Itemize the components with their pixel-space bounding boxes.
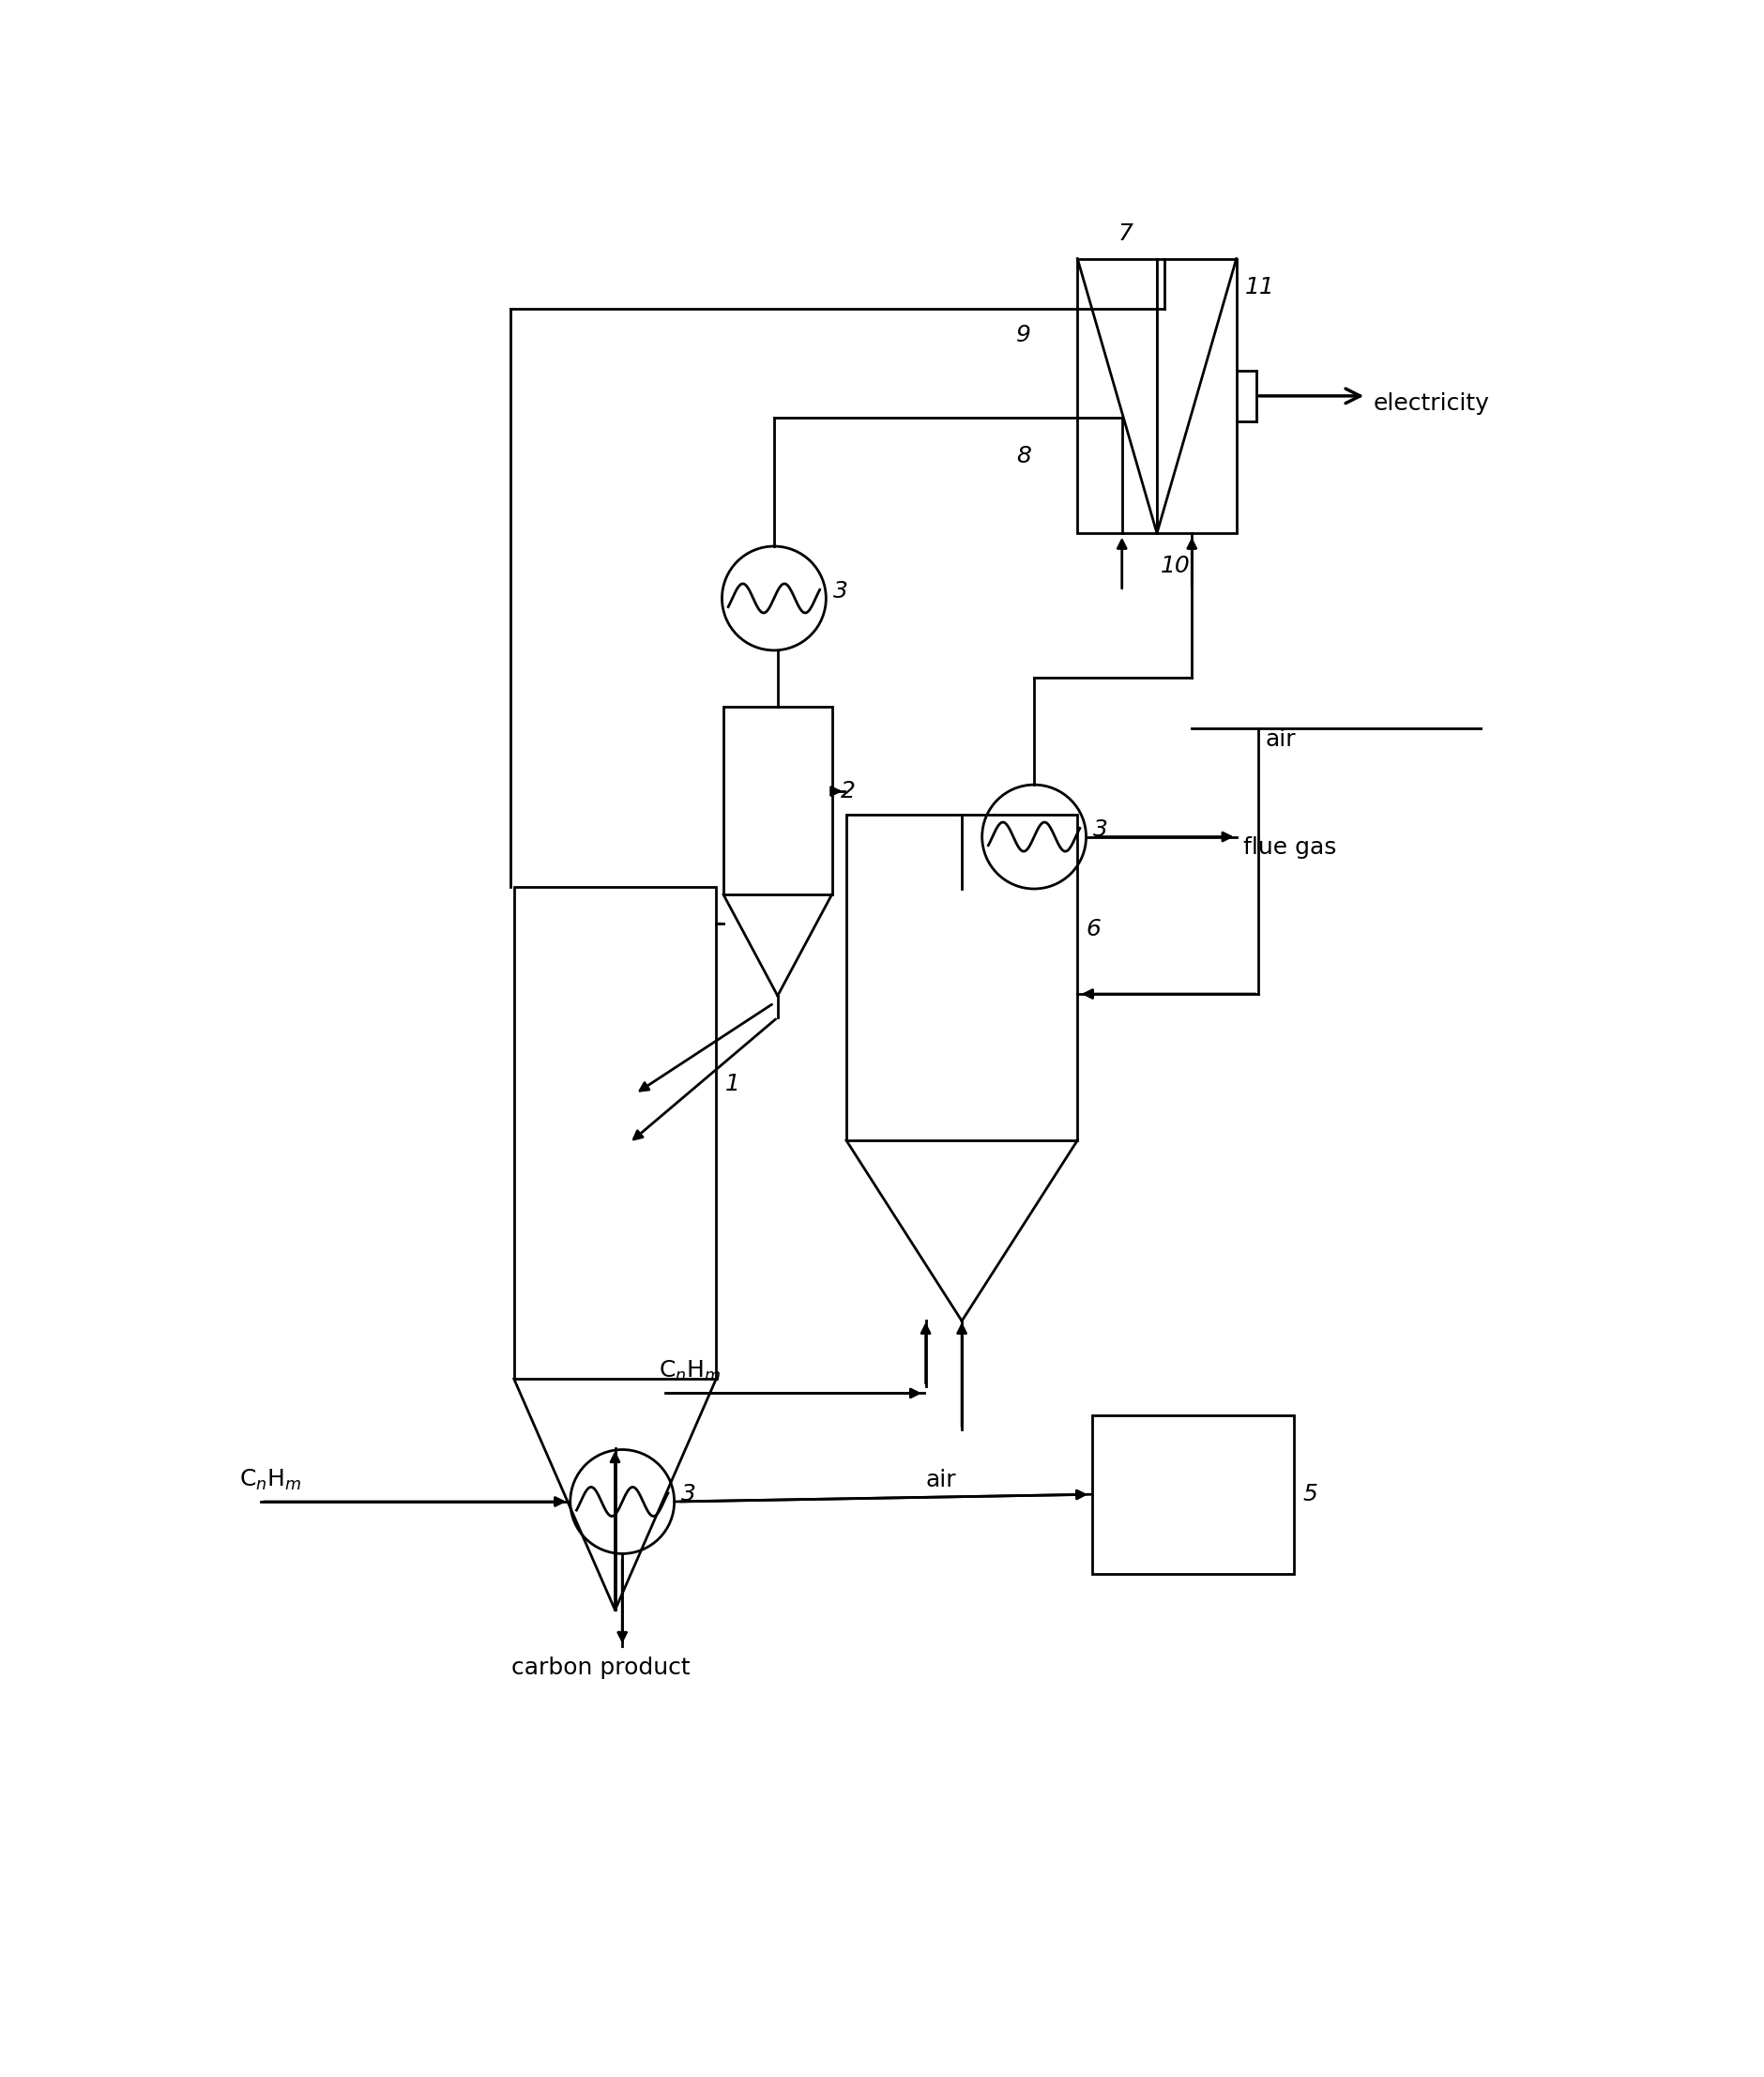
Text: 3: 3 <box>681 1483 697 1506</box>
Bar <box>847 814 1078 1140</box>
Text: 3: 3 <box>833 579 848 602</box>
Text: 6: 6 <box>1087 918 1101 941</box>
Text: 3: 3 <box>1094 818 1108 841</box>
Text: 8: 8 <box>1016 444 1030 467</box>
Text: 5: 5 <box>1304 1483 1318 1506</box>
Text: air: air <box>1265 727 1297 750</box>
Bar <box>1092 1414 1295 1574</box>
Text: 7: 7 <box>1118 222 1132 245</box>
Text: C$_n$H$_m$: C$_n$H$_m$ <box>658 1358 721 1383</box>
Text: 10: 10 <box>1161 555 1191 577</box>
Bar <box>723 706 833 895</box>
Text: C$_n$H$_m$: C$_n$H$_m$ <box>240 1468 302 1491</box>
Text: carbon product: carbon product <box>512 1657 690 1678</box>
Text: air: air <box>926 1468 956 1491</box>
Text: 1: 1 <box>725 1072 739 1095</box>
Bar <box>1078 260 1157 534</box>
Text: electricity: electricity <box>1374 393 1491 415</box>
Text: 11: 11 <box>1245 276 1275 299</box>
Text: 2: 2 <box>840 781 856 802</box>
Bar <box>1157 260 1237 534</box>
Text: flue gas: flue gas <box>1244 837 1337 860</box>
Bar <box>513 887 716 1379</box>
Text: 9: 9 <box>1016 324 1030 347</box>
